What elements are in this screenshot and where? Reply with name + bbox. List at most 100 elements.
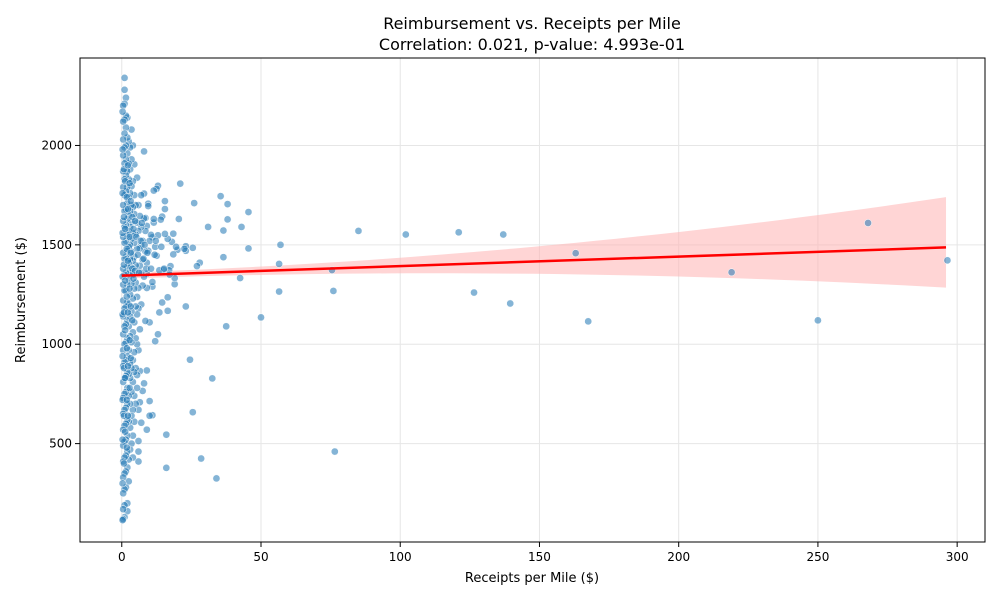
data-point <box>172 242 180 251</box>
confidence-band <box>121 197 947 288</box>
data-point <box>236 274 244 282</box>
data-point <box>506 299 515 308</box>
data-point <box>122 344 131 353</box>
data-point <box>454 228 463 237</box>
data-point <box>188 408 197 417</box>
data-point <box>126 197 135 205</box>
x-tick-label: 50 <box>253 550 268 564</box>
data-point <box>131 217 139 225</box>
data-point <box>118 107 127 116</box>
x-tick-label: 100 <box>389 550 412 564</box>
data-point <box>223 200 232 208</box>
data-point <box>161 197 169 205</box>
data-point <box>124 161 132 170</box>
confidence-band-layer <box>121 197 947 288</box>
data-point <box>470 288 478 297</box>
data-point <box>121 326 129 335</box>
data-point <box>160 264 168 273</box>
plot-frame <box>79 57 986 543</box>
data-point <box>137 219 146 227</box>
data-point <box>329 287 338 295</box>
data-point <box>162 430 171 439</box>
data-point <box>169 229 178 238</box>
data-point <box>157 242 166 251</box>
chart-subtitle: Correlation: 0.021, p-value: 4.993e-01 <box>379 35 685 54</box>
data-point <box>119 489 128 498</box>
data-point <box>275 287 283 296</box>
data-point <box>120 213 128 221</box>
y-axis-label: Reimbursement ($) <box>14 237 29 363</box>
data-point <box>129 225 138 233</box>
data-point <box>124 205 132 213</box>
data-point <box>145 411 154 420</box>
data-point <box>118 145 127 154</box>
data-point <box>122 292 131 301</box>
x-axis-ticks: 0 50 100 150 200 250 300 <box>118 542 969 564</box>
data-point <box>121 427 129 436</box>
data-point <box>499 230 508 239</box>
y-tick-label: 2000 <box>41 138 72 152</box>
data-point <box>193 262 201 270</box>
data-point <box>151 237 160 245</box>
x-tick-label: 300 <box>946 550 969 564</box>
data-point <box>156 215 165 224</box>
data-point <box>119 135 128 144</box>
data-point <box>126 302 135 311</box>
data-point <box>237 223 246 231</box>
data-point <box>125 336 134 345</box>
data-point <box>142 366 151 375</box>
data-point <box>154 330 162 339</box>
data-point <box>143 248 152 257</box>
data-point <box>158 298 166 307</box>
data-point <box>275 260 283 268</box>
data-point <box>219 226 228 235</box>
data-point <box>134 437 143 445</box>
data-point <box>181 302 190 311</box>
data-point <box>176 179 185 188</box>
data-point <box>137 418 146 427</box>
regression-line <box>121 246 947 277</box>
data-point <box>121 374 129 382</box>
y-tick-label: 1500 <box>41 238 72 252</box>
y-axis-ticks: 500 1000 1500 2000 <box>41 138 80 451</box>
data-point <box>140 379 148 388</box>
data-point <box>133 384 141 392</box>
data-point <box>124 411 132 420</box>
data-points <box>118 74 952 524</box>
data-point <box>120 85 129 94</box>
data-point <box>134 457 143 466</box>
x-tick-label: 150 <box>528 550 551 564</box>
data-point <box>125 384 134 392</box>
data-point <box>124 256 132 265</box>
data-point <box>584 317 593 326</box>
data-point <box>208 374 217 383</box>
data-point <box>121 276 129 285</box>
data-point <box>118 435 127 444</box>
data-point <box>118 352 127 361</box>
data-point <box>163 293 172 302</box>
data-point <box>144 202 153 210</box>
data-point <box>120 74 129 82</box>
data-point <box>162 464 171 472</box>
data-point <box>145 397 154 405</box>
data-point <box>134 250 142 259</box>
data-point <box>244 244 253 253</box>
data-point <box>169 250 178 259</box>
data-point <box>354 227 363 235</box>
data-point <box>276 240 285 249</box>
data-point <box>118 516 127 524</box>
data-point <box>219 253 228 262</box>
data-point <box>141 317 150 325</box>
data-point <box>149 215 158 223</box>
chart-title: Reimbursement vs. Receipts per Mile <box>383 14 681 33</box>
data-point <box>864 219 872 227</box>
data-point <box>137 191 146 199</box>
data-point <box>140 240 149 249</box>
data-point <box>125 179 134 188</box>
data-point <box>814 316 822 325</box>
data-point <box>204 223 212 231</box>
data-point <box>401 230 410 239</box>
x-tick-label: 200 <box>667 550 690 564</box>
data-point <box>151 337 160 346</box>
